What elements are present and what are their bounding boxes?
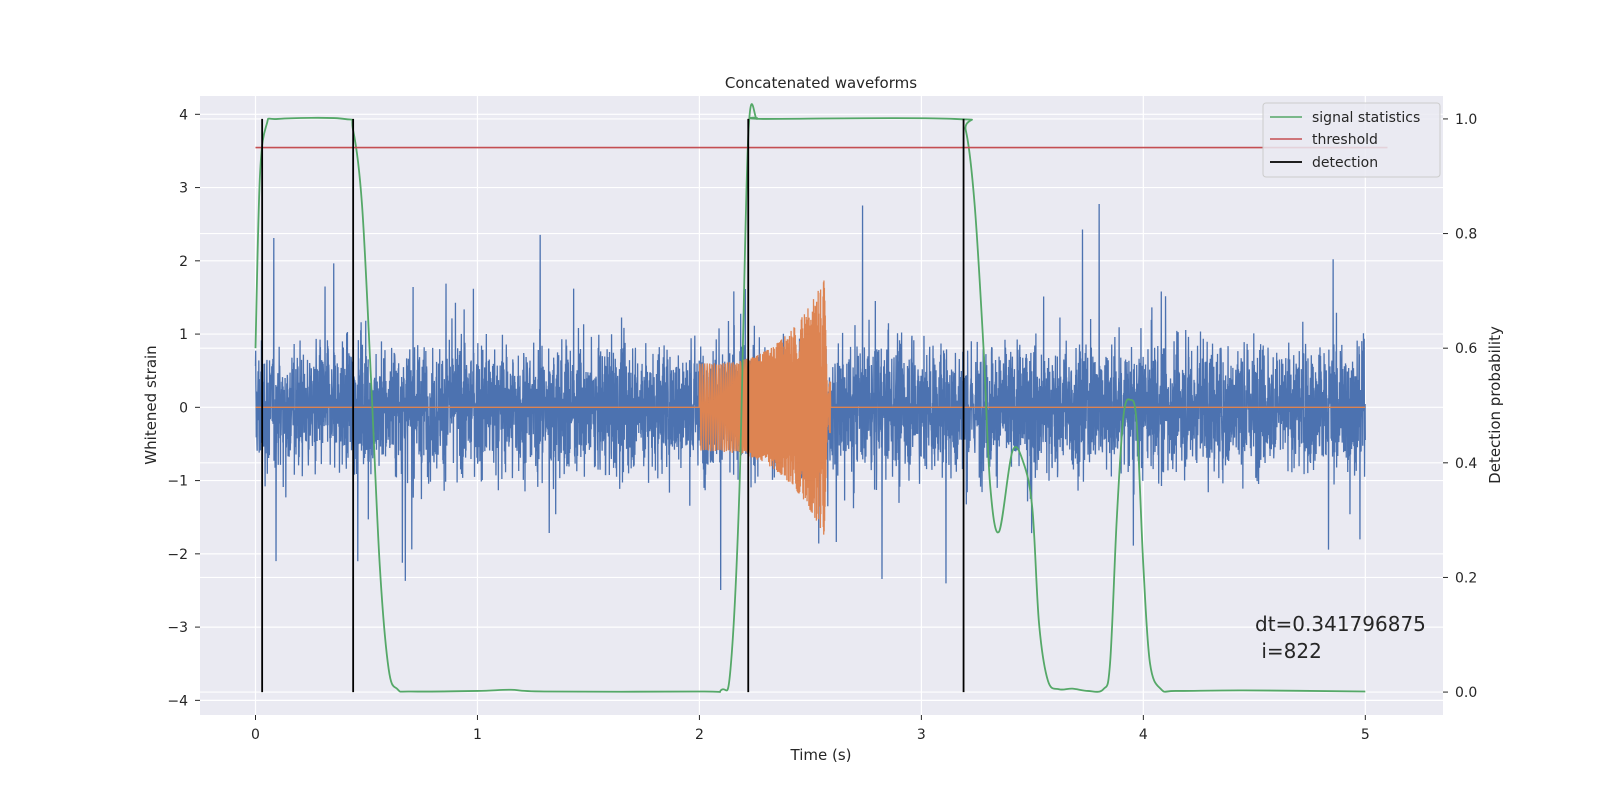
y-right-tick-label-2: 0.4 — [1455, 456, 1477, 472]
y-right-tick-label-4: 0.8 — [1455, 227, 1477, 243]
legend-label-signal-statistics: signal statistics — [1312, 110, 1420, 126]
x-tick-label-1: 1 — [473, 727, 482, 743]
x-tick-label-5: 5 — [1361, 727, 1370, 743]
chart-title: Concatenated waveforms — [725, 74, 917, 92]
y-ticks-left: −4 −3 −2 −1 0 1 2 3 4 — [167, 107, 200, 709]
y-left-tick-label-8: 4 — [179, 107, 188, 123]
y-left-tick-label-1: −3 — [167, 620, 188, 636]
y-right-tick-label-0: 0.0 — [1455, 685, 1477, 701]
y-left-tick-label-2: −2 — [167, 547, 188, 563]
y-left-tick-label-3: −1 — [167, 474, 188, 490]
y-right-tick-label-1: 0.2 — [1455, 570, 1477, 586]
y-right-tick-label-3: 0.6 — [1455, 341, 1477, 357]
y-left-tick-label-4: 0 — [179, 400, 188, 416]
y-left-tick-label-6: 2 — [179, 254, 188, 270]
series-layer — [254, 103, 1388, 693]
y-axis-label-left: Whitened strain — [142, 345, 160, 464]
series-chirp-template — [255, 280, 1366, 535]
x-ticks: 0 1 2 3 4 5 — [251, 715, 1370, 743]
series-signal-statistics — [254, 103, 1366, 693]
legend-box — [1262, 102, 1441, 178]
y-left-tick-label-7: 3 — [179, 181, 188, 197]
x-tick-label-0: 0 — [251, 727, 260, 743]
x-tick-label-3: 3 — [917, 727, 926, 743]
y-right-tick-label-5: 1.0 — [1455, 112, 1477, 128]
legend-label-detection: detection — [1312, 155, 1378, 171]
y-left-tick-label-5: 1 — [179, 327, 188, 343]
y-ticks-right: 0.0 0.2 0.4 0.6 0.8 1.0 — [1443, 112, 1477, 701]
legend: signal statistics threshold detection — [1262, 102, 1441, 178]
y-left-tick-label-0: −4 — [167, 693, 188, 709]
annotation-index: i=822 — [1255, 639, 1322, 663]
x-tick-label-2: 2 — [695, 727, 704, 743]
x-axis-label: Time (s) — [790, 746, 852, 764]
annotation-dt: dt=0.341796875 — [1255, 612, 1426, 636]
y-axis-label-right: Detection probability — [1486, 326, 1504, 484]
x-tick-label-4: 4 — [1139, 727, 1148, 743]
legend-label-threshold: threshold — [1312, 132, 1378, 148]
